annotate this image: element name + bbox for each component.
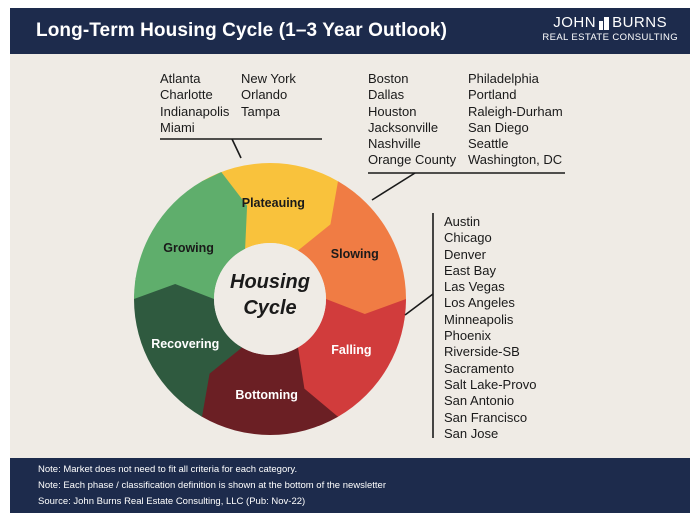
cycle-center-line2: Cycle [243,297,296,319]
page-title: Long-Term Housing Cycle (1–3 Year Outloo… [36,20,448,41]
slowing-market-item: Boston [368,71,409,86]
cycle-center-line1: Housing [230,271,310,293]
logo-subtitle: REAL ESTATE CONSULTING [542,32,678,43]
falling-market-item: Los Angeles [444,295,515,311]
slowing-market-item: Jacksonville [368,119,439,135]
plateauing-market-item: Tampa [241,103,281,119]
cycle-segment-falling [292,299,406,426]
falling-connector [404,293,434,316]
slowing-markets-col1: Boston Dallas Houston Jacksonville Nashville… [368,71,456,169]
falling-market-item: Chicago [444,230,492,246]
plateauing-market-item: Charlotte [160,87,213,103]
slowing-market-item: Dallas [368,87,405,103]
slowing-market-item: Nashville [368,136,421,152]
slowing-markets-col2: Philadelphia Portland Raleigh-Durham San Di… [468,71,563,169]
company-logo: JOHN BURNS REAL ESTATE CONSULTING [542,14,678,43]
plateauing-market-item: Miami [160,119,195,135]
falling-market-item: Austin [444,214,481,229]
falling-market-item: Riverside-SB [444,344,520,360]
slowing-market-item: Seattle [468,136,509,152]
falling-market-item: Denver [444,246,486,262]
footer-note-2: Note: Each phase / classification defini… [38,480,386,491]
slowing-market-item: Portland [468,87,517,103]
plateauing-markets-col1: Atlanta Charlotte Indianapolis Miami [160,71,229,136]
slowing-connector [371,172,416,201]
falling-market-item: Minneapolis [444,311,514,327]
plateauing-market-item: Indianapolis [160,103,230,119]
cycle-label-bottoming: Bottoming [235,388,297,402]
falling-market-item: Las Vegas [444,279,505,295]
logo-word-john: JOHN [553,14,597,31]
plateauing-connector [231,138,242,159]
slowing-market-item: Philadelphia [468,71,539,86]
infographic-frame: Long-Term Housing Cycle (1–3 Year Outloo… [10,8,690,513]
cycle-label-growing: Growing [163,241,214,255]
housing-cycle-diagram: Housing Cycle Plateauing Slowing Falling Bo… [134,138,565,438]
logo-word-burns: BURNS [612,14,668,31]
falling-market-item: San Antonio [444,393,515,409]
building-icon [599,16,610,30]
cycle-segment-recovering [134,272,242,417]
cycle-segment-slowing [298,181,406,326]
falling-market-item: Salt Lake-Provo [444,376,537,392]
cycle-label-plateauing: Plateauing [242,196,305,210]
footer-notes: Note: Market does not need to fit all cr… [10,458,690,513]
falling-market-item: Sacramento [444,360,515,376]
footer-source: Source: John Burns Real Estate Consultin… [38,496,306,507]
cycle-segments [134,163,406,435]
falling-market-item: San Jose [444,425,499,441]
plateauing-market-item: Atlanta [160,71,201,86]
cycle-center-circle [214,243,326,355]
slowing-market-item: Orange County [368,152,457,168]
cycle-segment-growing [134,172,248,299]
plateauing-market-item: New York [241,71,296,86]
slowing-market-item: San Diego [468,119,529,135]
slowing-market-item: Raleigh-Durham [468,103,563,119]
slowing-market-item: Houston [368,103,417,119]
cycle-label-falling: Falling [331,343,371,357]
plateauing-markets-col2: New York Orlando Tampa [241,71,296,120]
falling-market-item: Phoenix [444,328,491,344]
cycle-label-recovering: Recovering [151,337,219,351]
cycle-phase-labels: Plateauing Slowing Falling Bottoming Recover… [151,196,379,402]
falling-market-item: East Bay [444,262,497,278]
footer-note-1: Note: Market does not need to fit all cr… [38,464,298,475]
cycle-segment-bottoming [184,345,338,435]
falling-markets-list: Austin Chicago Denver East Bay Las Vegas Los … [444,214,537,442]
falling-market-item: San Francisco [444,409,528,425]
header-bar: Long-Term Housing Cycle (1–3 Year Outloo… [10,8,690,54]
slowing-market-item: Washington, DC [468,152,563,168]
cycle-label-slowing: Slowing [331,247,379,261]
plateauing-market-item: Orlando [241,87,288,103]
